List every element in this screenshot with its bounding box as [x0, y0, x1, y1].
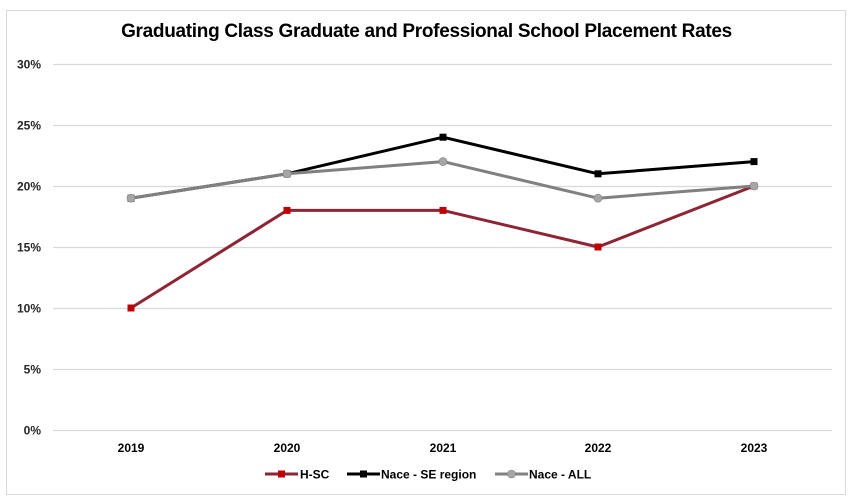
- legend-label: Nace - SE region: [381, 468, 476, 482]
- legend-item: H-SC: [265, 468, 330, 482]
- data-point-marker: [594, 170, 602, 178]
- legend-label: H-SC: [300, 468, 330, 482]
- x-tick-label: 2021: [430, 441, 457, 455]
- x-tick-label: 2023: [741, 441, 768, 455]
- data-point-marker: [126, 193, 136, 203]
- data-series: [126, 133, 759, 312]
- x-tick-label: 2019: [118, 441, 145, 455]
- y-tick-label: 10%: [17, 302, 41, 316]
- x-tick-label: 2020: [274, 441, 301, 455]
- data-point-marker: [439, 206, 447, 214]
- legend-item: Nace - ALL: [495, 468, 591, 482]
- data-point-marker: [282, 169, 292, 179]
- y-tick-label: 0%: [24, 424, 42, 438]
- data-point-marker: [283, 206, 291, 214]
- data-point-marker: [593, 193, 603, 203]
- series-nace-all: [126, 157, 759, 203]
- gridlines: [53, 63, 832, 432]
- data-point-marker: [750, 158, 758, 166]
- data-point-marker: [439, 133, 447, 141]
- data-point-marker: [438, 157, 448, 166]
- legend-label: Nace - ALL: [529, 468, 591, 482]
- legend: H-SC Nace - SE region Nace - ALL: [265, 468, 591, 482]
- y-tick-label: 25%: [17, 119, 41, 133]
- series-line: [130, 160, 755, 200]
- y-tick-label: 15%: [17, 241, 41, 255]
- y-tick-label: 5%: [24, 363, 42, 377]
- data-point-marker: [360, 470, 367, 478]
- chart-frame: [6, 10, 846, 495]
- y-tick-label: 30%: [17, 58, 41, 72]
- y-tick-label: 20%: [17, 180, 41, 194]
- chart-title: Graduating Class Graduate and Profession…: [121, 21, 732, 42]
- x-axis-labels: 2019 2020 2021 2022 2023: [118, 441, 768, 455]
- series-nace-se-region: [127, 133, 758, 202]
- legend-item: Nace - SE region: [347, 468, 476, 482]
- data-point-marker: [278, 470, 285, 478]
- x-tick-label: 2022: [585, 441, 612, 455]
- data-point-marker: [749, 181, 759, 191]
- data-point-marker: [127, 304, 135, 312]
- y-axis-labels: 0% 5% 10% 15% 20% 25% 30%: [17, 58, 41, 438]
- data-point-marker: [507, 469, 516, 479]
- series-line: [130, 135, 755, 200]
- data-point-marker: [594, 243, 602, 251]
